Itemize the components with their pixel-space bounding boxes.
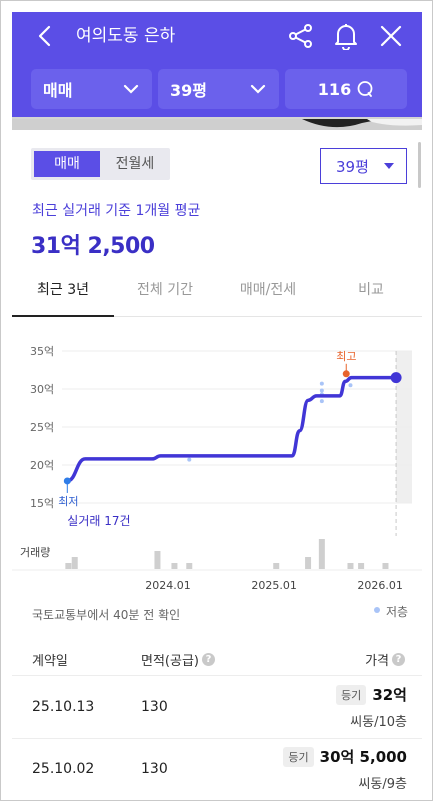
- page-title: 여의도동 은하: [76, 26, 176, 46]
- tab-sale-vs-jeonse[interactable]: 매매/전세: [239, 282, 297, 298]
- bell-icon[interactable]: [333, 22, 359, 50]
- header-area: 면적(공급) ?: [141, 650, 215, 669]
- y-tick-label: 35억: [30, 345, 54, 358]
- low-floor-legend-label: 저층: [386, 605, 409, 619]
- volume-bar: [186, 563, 193, 569]
- trade-type-label: 매매: [43, 81, 73, 100]
- trade-table-header: 계약일 면적(공급) ? 가격 ?: [12, 644, 422, 676]
- average-price: 31억 2,500: [31, 234, 155, 259]
- row-date: 25.10.13: [32, 699, 95, 715]
- price-line: [65, 375, 398, 483]
- caret-down-icon: [384, 163, 394, 169]
- low-floor-legend-dot: [374, 607, 380, 613]
- low-floor-point: [319, 399, 324, 404]
- size-dropdown[interactable]: 39평: [158, 69, 279, 109]
- low-floor-point: [187, 457, 192, 462]
- help-icon[interactable]: ?: [201, 653, 215, 666]
- volume-bar: [358, 563, 365, 569]
- y-tick-label: 15억: [30, 497, 54, 510]
- average-caption: 최근 실거래 기준 1개월 평균: [32, 203, 201, 219]
- tab-compare[interactable]: 비교: [358, 282, 384, 298]
- row-floor: 씨동/10층: [350, 715, 407, 730]
- volume-bar: [318, 539, 325, 569]
- back-arrow-icon[interactable]: [34, 24, 58, 48]
- row-floor: 씨동/9층: [358, 777, 407, 792]
- type-option-rent[interactable]: 전월세: [115, 156, 155, 172]
- header-area-label: 면적(공급): [141, 654, 199, 669]
- trade-type-toggle: 매매 전월세: [31, 148, 170, 180]
- tab-all-period[interactable]: 전체 기간: [137, 282, 193, 298]
- tab-recent-3y[interactable]: 최근 3년: [12, 271, 114, 317]
- x-tick-label: 2024.01: [145, 579, 191, 592]
- low-floor-point: [348, 383, 353, 388]
- chevron-down-icon: [123, 84, 139, 94]
- table-row[interactable]: 25.10.13 130 등기 32억 씨동/10층: [12, 677, 422, 739]
- talk-button[interactable]: 116: [285, 69, 407, 109]
- size-select-label: 39평: [336, 157, 369, 176]
- row-price-value: 32억: [372, 686, 407, 704]
- volume-bar: [273, 563, 280, 569]
- row-date: 25.10.02: [32, 761, 95, 777]
- trade-count-label: 실거래 17건: [67, 514, 130, 528]
- registered-badge: 등기: [283, 746, 314, 767]
- type-option-sale[interactable]: 매매: [34, 151, 100, 177]
- period-tabs: 최근 3년 전체 기간 매매/전세 비교: [12, 271, 422, 317]
- photo-image: [12, 119, 422, 130]
- volume-bar: [382, 563, 389, 569]
- y-tick-label: 30억: [30, 383, 54, 396]
- volume-bar: [154, 551, 161, 569]
- app-header: 여의도동 은하 매매 39평 116: [12, 12, 422, 117]
- y-tick-label: 25억: [30, 421, 54, 434]
- y-tick-label: 20억: [30, 459, 54, 472]
- volume-bar: [171, 563, 178, 569]
- volume-label: 거래량: [20, 546, 50, 559]
- x-tick-label: 2025.01: [251, 579, 297, 592]
- header-date: 계약일: [32, 654, 68, 669]
- talk-count: 116: [317, 79, 352, 99]
- size-label: 39평: [170, 81, 207, 100]
- trade-type-dropdown[interactable]: 매매: [31, 69, 152, 109]
- chevron-down-icon: [250, 84, 266, 94]
- volume-bar: [71, 557, 78, 569]
- latest-point: [390, 372, 402, 384]
- volume-bar: [65, 563, 72, 569]
- help-icon[interactable]: ?: [392, 653, 405, 666]
- row-price: 등기 30억 5,000: [283, 746, 407, 767]
- x-tick-label: 2026.01: [357, 579, 403, 592]
- header-price: 가격 ?: [365, 650, 405, 669]
- close-icon[interactable]: [379, 24, 403, 48]
- volume-bar: [305, 557, 312, 569]
- row-price-value: 30억 5,000: [319, 748, 407, 766]
- row-area: 130: [141, 761, 168, 777]
- size-select[interactable]: 39평: [320, 148, 407, 184]
- photo-strip[interactable]: [12, 117, 422, 130]
- scrollbar-thumb[interactable]: [418, 142, 421, 188]
- min-label: 최저: [58, 495, 78, 508]
- low-floor-point: [319, 388, 324, 393]
- chat-bubble-icon: [357, 81, 373, 97]
- registered-badge: 등기: [336, 684, 367, 705]
- row-area: 130: [141, 699, 168, 715]
- row-price: 등기 32억: [336, 684, 407, 705]
- low-floor-point: [319, 381, 324, 386]
- share-icon[interactable]: [288, 23, 314, 49]
- source-note: 국토교통부에서 40분 전 확인: [32, 608, 181, 622]
- header-price-label: 가격: [365, 654, 389, 669]
- max-label: 최고: [336, 350, 356, 363]
- table-row[interactable]: 25.10.02 130 등기 30억 5,000 씨동/9층: [12, 739, 422, 800]
- volume-bar: [347, 563, 354, 569]
